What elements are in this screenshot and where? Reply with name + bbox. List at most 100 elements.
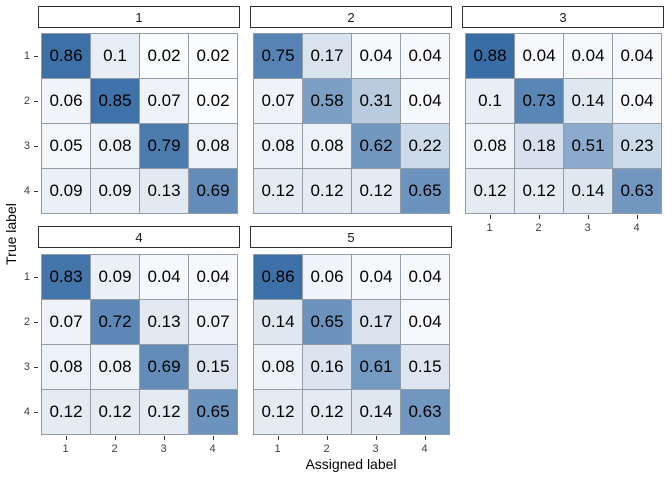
matrix-cell: 0.04 <box>401 300 450 345</box>
matrix-cell: 0.73 <box>515 79 564 124</box>
matrix-cell: 0.1 <box>91 34 140 79</box>
matrix-cell: 0.08 <box>42 345 91 390</box>
facet-panel-3: 3 0.88 0.04 0.04 0.04 0.1 0.73 0.14 0.04 0.08 0.18… <box>462 6 664 241</box>
facet-strip: 1 <box>38 6 240 28</box>
matrix-grid: 0.86 0.1 0.02 0.02 0.06 0.85 0.07 0.02 0.05 0.08 0… <box>41 33 238 214</box>
matrix-cell: 0.12 <box>42 390 91 435</box>
x-tick-mark <box>539 215 540 219</box>
matrix-cell: 0.86 <box>42 34 91 79</box>
x-tick-label: 4 <box>421 443 428 455</box>
x-tick-label: 2 <box>535 222 542 234</box>
matrix-cell: 0.22 <box>401 124 450 169</box>
matrix-cell: 0.13 <box>140 169 189 214</box>
matrix-cell: 0.08 <box>91 345 140 390</box>
x-tick-mark <box>66 436 67 440</box>
matrix-cell: 0.62 <box>352 124 401 169</box>
matrix-cell: 0.31 <box>352 79 401 124</box>
matrix-cell: 0.69 <box>140 345 189 390</box>
y-tick-mark <box>34 56 38 57</box>
matrix-cell: 0.04 <box>613 79 662 124</box>
matrix-cell: 0.58 <box>303 79 352 124</box>
matrix-cell: 0.04 <box>613 34 662 79</box>
matrix-cell: 0.04 <box>401 79 450 124</box>
matrix-cell: 0.23 <box>613 124 662 169</box>
y-tick-label: 2 <box>23 95 30 107</box>
matrix-cell: 0.14 <box>564 79 613 124</box>
x-tick-mark <box>490 215 491 219</box>
matrix-cell: 0.15 <box>189 345 238 390</box>
y-tick-mark <box>34 412 38 413</box>
x-tick-mark <box>376 436 377 440</box>
matrix-cell: 0.06 <box>42 79 91 124</box>
x-axis-title: Assigned label <box>305 456 397 472</box>
matrix-grid: 0.86 0.06 0.04 0.04 0.14 0.65 0.17 0.04 0.08 0.16… <box>253 254 450 435</box>
matrix-cell: 0.04 <box>515 34 564 79</box>
x-tick-label: 1 <box>62 443 69 455</box>
matrix-cell: 0.04 <box>189 255 238 300</box>
x-tick-mark <box>164 436 165 440</box>
matrix-cell: 0.08 <box>254 124 303 169</box>
matrix-cell: 0.12 <box>91 390 140 435</box>
matrix-cell: 0.04 <box>564 34 613 79</box>
x-tick-mark <box>327 436 328 440</box>
matrix-cell: 0.12 <box>303 390 352 435</box>
matrix-cell: 0.1 <box>466 79 515 124</box>
matrix-cell: 0.79 <box>140 124 189 169</box>
facet-strip: 4 <box>38 226 240 248</box>
matrix-cell: 0.65 <box>189 390 238 435</box>
y-tick-label: 1 <box>23 271 30 283</box>
matrix-cell: 0.08 <box>91 124 140 169</box>
matrix-cell: 0.88 <box>466 34 515 79</box>
x-tick-mark <box>115 436 116 440</box>
matrix-cell: 0.72 <box>91 300 140 345</box>
facet-strip-label: 3 <box>559 9 567 25</box>
matrix-grid: 0.88 0.04 0.04 0.04 0.1 0.73 0.14 0.04 0.08 0.18 0… <box>465 33 662 214</box>
matrix-cell: 0.63 <box>613 169 662 214</box>
facet-panel-2: 2 0.75 0.17 0.04 0.04 0.07 0.58 0.31 0.04 0.08 0.0… <box>250 6 452 241</box>
facet-strip: 5 <box>250 226 452 248</box>
matrix-cell: 0.12 <box>140 390 189 435</box>
matrix-cell: 0.86 <box>254 255 303 300</box>
matrix-cell: 0.08 <box>466 124 515 169</box>
matrix-cell: 0.07 <box>189 300 238 345</box>
x-tick-label: 3 <box>584 222 591 234</box>
facet-panel-1: 1 0.86 0.1 0.02 0.02 0.06 0.85 0.07 0.02 0.05 0.08… <box>24 6 240 241</box>
matrix-cell: 0.02 <box>189 34 238 79</box>
facet-strip-label: 2 <box>347 9 355 25</box>
x-tick-label: 4 <box>633 222 640 234</box>
matrix-cell: 0.13 <box>140 300 189 345</box>
matrix-cell: 0.04 <box>352 255 401 300</box>
y-tick-label: 2 <box>23 316 30 328</box>
x-tick-mark <box>637 215 638 219</box>
x-tick-mark <box>588 215 589 219</box>
matrix-cell: 0.65 <box>303 300 352 345</box>
facet-strip: 2 <box>250 6 452 28</box>
matrix-grid: 0.75 0.17 0.04 0.04 0.07 0.58 0.31 0.04 0.08 0.08… <box>253 33 450 214</box>
y-tick-label: 4 <box>23 406 30 418</box>
matrix-cell: 0.14 <box>352 390 401 435</box>
matrix-cell: 0.12 <box>303 169 352 214</box>
facet-panel-4: 4 0.83 0.09 0.04 0.04 0.07 0.72 0.13 0.07 0.08 0.0… <box>24 226 240 462</box>
matrix-cell: 0.75 <box>254 34 303 79</box>
y-tick-mark <box>34 101 38 102</box>
y-axis-title: True label <box>3 203 19 265</box>
y-tick-label: 4 <box>23 185 30 197</box>
x-tick-label: 1 <box>486 222 493 234</box>
facet-strip: 3 <box>462 6 664 28</box>
matrix-cell: 0.12 <box>515 169 564 214</box>
y-tick-mark <box>34 191 38 192</box>
matrix-cell: 0.07 <box>254 79 303 124</box>
y-tick-label: 3 <box>23 361 30 373</box>
matrix-cell: 0.02 <box>189 79 238 124</box>
matrix-cell: 0.83 <box>42 255 91 300</box>
matrix-cell: 0.18 <box>515 124 564 169</box>
matrix-cell: 0.17 <box>303 34 352 79</box>
x-tick-label: 2 <box>111 443 118 455</box>
facet-strip-label: 1 <box>135 9 143 25</box>
x-tick-mark <box>425 436 426 440</box>
matrix-cell: 0.09 <box>42 169 91 214</box>
matrix-cell: 0.05 <box>42 124 91 169</box>
facet-panel-5: 5 0.86 0.06 0.04 0.04 0.14 0.65 0.17 0.04 0.08 0.1… <box>250 226 452 462</box>
y-tick-mark <box>34 322 38 323</box>
